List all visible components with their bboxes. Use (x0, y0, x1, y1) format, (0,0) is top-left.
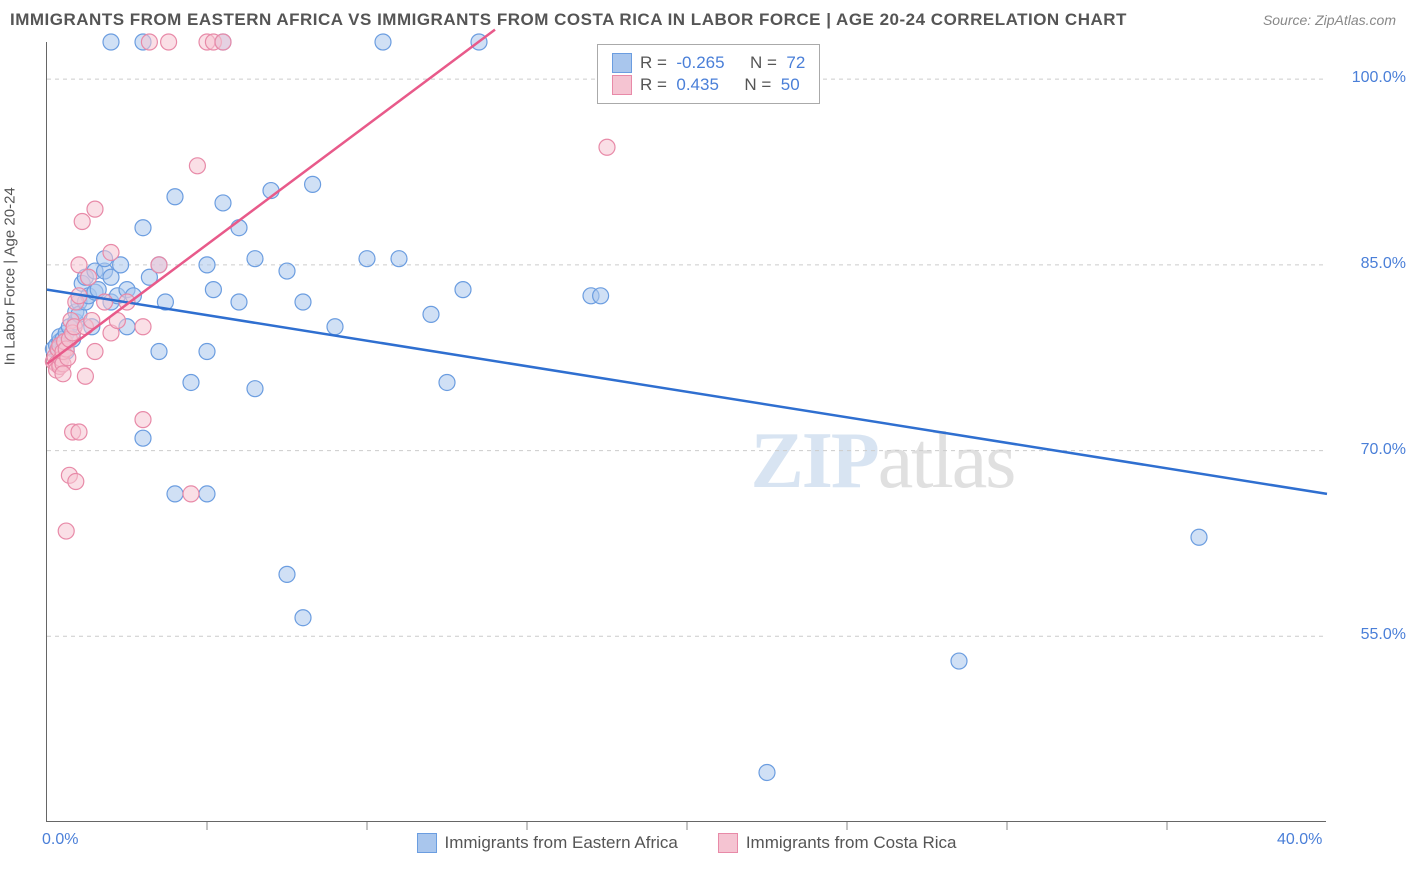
legend-item: Immigrants from Eastern Africa (416, 833, 677, 853)
x-tick-label: 40.0% (1277, 831, 1322, 849)
legend-item: Immigrants from Costa Rica (718, 833, 957, 853)
y-axis-label: In Labor Force | Age 20-24 (2, 187, 19, 365)
bottom-legend: Immigrants from Eastern Africa Immigrants… (416, 833, 956, 853)
y-tick-label: 55.0% (1336, 626, 1406, 644)
legend-swatch (612, 75, 632, 95)
stats-row: R = 0.435 N = 50 (612, 75, 805, 95)
x-tick-label: 0.0% (42, 831, 78, 849)
y-tick-label: 85.0% (1336, 255, 1406, 273)
stats-row: R = -0.265 N = 72 (612, 53, 805, 73)
y-tick-label: 100.0% (1336, 69, 1406, 87)
legend-swatch (416, 833, 436, 853)
stat-r-label: R = -0.265 (640, 53, 725, 73)
stat-n-label: N = 72 (750, 53, 805, 73)
legend-label: Immigrants from Costa Rica (746, 833, 957, 853)
scatter-chart: ZIPatlas R = -0.265 N = 72 R = 0.435 N =… (46, 42, 1326, 822)
legend-swatch (718, 833, 738, 853)
stats-legend: R = -0.265 N = 72 R = 0.435 N = 50 (597, 44, 820, 104)
source-label: Source: ZipAtlas.com (1263, 12, 1396, 28)
legend-swatch (612, 53, 632, 73)
y-tick-label: 70.0% (1336, 441, 1406, 459)
stat-n-label: N = 50 (744, 75, 799, 95)
plot-svg (47, 42, 1327, 822)
chart-title: IMMIGRANTS FROM EASTERN AFRICA VS IMMIGR… (10, 10, 1127, 30)
stat-r-label: R = 0.435 (640, 75, 719, 95)
legend-label: Immigrants from Eastern Africa (444, 833, 677, 853)
